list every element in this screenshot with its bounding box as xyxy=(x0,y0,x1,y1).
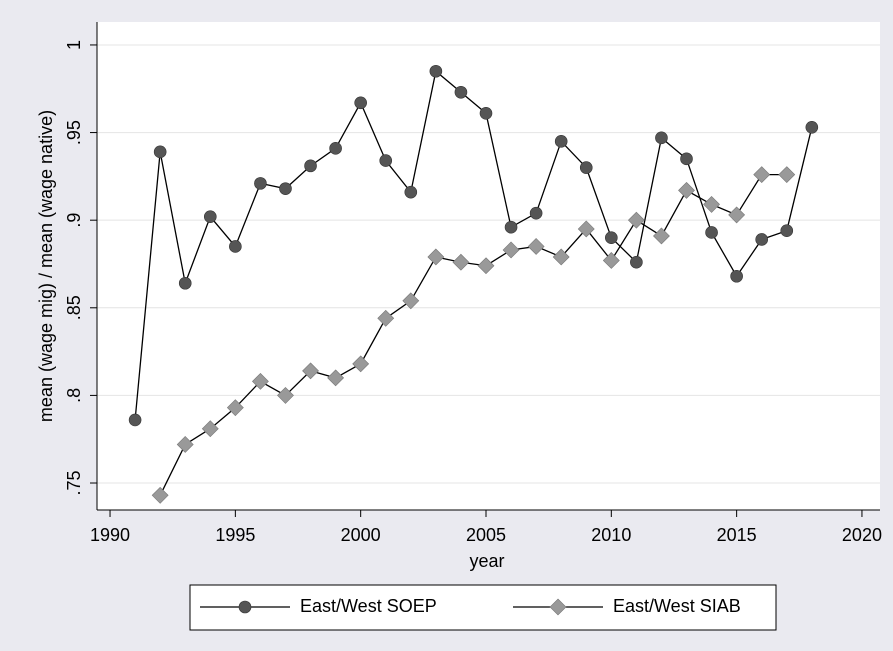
x-tick-label: 1995 xyxy=(215,525,255,545)
marker xyxy=(730,269,743,283)
marker xyxy=(226,399,244,417)
marker xyxy=(429,64,443,78)
legend-marker xyxy=(238,600,252,614)
y-tick-label: .95 xyxy=(64,120,84,145)
marker xyxy=(354,96,367,110)
x-tick-label: 2010 xyxy=(591,525,631,545)
marker xyxy=(254,177,267,190)
marker xyxy=(655,131,668,145)
y-tick-label: .9 xyxy=(64,213,84,228)
marker xyxy=(778,166,796,184)
marker xyxy=(554,135,568,148)
marker xyxy=(277,386,294,404)
marker xyxy=(605,231,618,245)
marker xyxy=(454,85,468,99)
y-axis-label: mean (wage mig) / mean (wage native) xyxy=(36,110,56,422)
marker xyxy=(178,276,192,290)
marker xyxy=(329,142,342,155)
marker xyxy=(579,161,593,174)
marker xyxy=(502,241,520,259)
x-tick-label: 2015 xyxy=(717,525,757,545)
marker xyxy=(352,355,370,373)
marker xyxy=(728,206,746,224)
marker xyxy=(479,106,493,120)
marker xyxy=(377,309,395,327)
marker xyxy=(680,152,693,166)
marker xyxy=(404,185,418,199)
marker xyxy=(279,182,292,195)
series-line xyxy=(134,70,813,420)
marker xyxy=(805,121,819,134)
y-tick-label: 1 xyxy=(64,40,84,50)
legend-label: East/West SIAB xyxy=(613,596,741,616)
marker xyxy=(251,372,269,390)
marker xyxy=(602,252,620,269)
marker xyxy=(527,238,545,255)
legend-marker xyxy=(549,598,567,616)
marker xyxy=(203,210,217,223)
y-tick-label: .75 xyxy=(64,470,84,495)
marker xyxy=(755,233,768,246)
marker xyxy=(630,255,643,269)
legend-label: East/West SOEP xyxy=(300,596,437,616)
marker xyxy=(402,292,420,310)
marker xyxy=(327,369,345,387)
marker xyxy=(304,159,317,173)
x-axis-label: year xyxy=(469,551,504,571)
marker xyxy=(753,166,771,184)
x-tick-label: 1990 xyxy=(90,525,130,545)
marker xyxy=(627,211,645,229)
marker xyxy=(176,436,194,453)
y-tick-label: .8 xyxy=(64,388,84,403)
marker xyxy=(477,257,495,275)
x-tick-label: 2005 xyxy=(466,525,506,545)
marker xyxy=(653,227,670,245)
marker xyxy=(427,248,445,266)
x-tick-label: 2020 xyxy=(842,525,882,545)
marker xyxy=(151,486,169,504)
marker xyxy=(201,420,219,438)
marker xyxy=(128,413,142,427)
marker xyxy=(552,248,570,266)
y-tick-label: .85 xyxy=(64,295,84,320)
marker xyxy=(302,362,319,380)
marker xyxy=(780,224,794,237)
marker xyxy=(452,253,470,271)
marker xyxy=(229,240,242,253)
marker xyxy=(379,154,393,167)
marker xyxy=(678,181,695,199)
marker xyxy=(705,226,718,239)
x-tick-label: 2000 xyxy=(341,525,381,545)
marker xyxy=(529,206,543,220)
marker xyxy=(504,220,518,234)
marker xyxy=(577,220,595,238)
marker xyxy=(153,145,167,159)
marker xyxy=(703,195,720,213)
